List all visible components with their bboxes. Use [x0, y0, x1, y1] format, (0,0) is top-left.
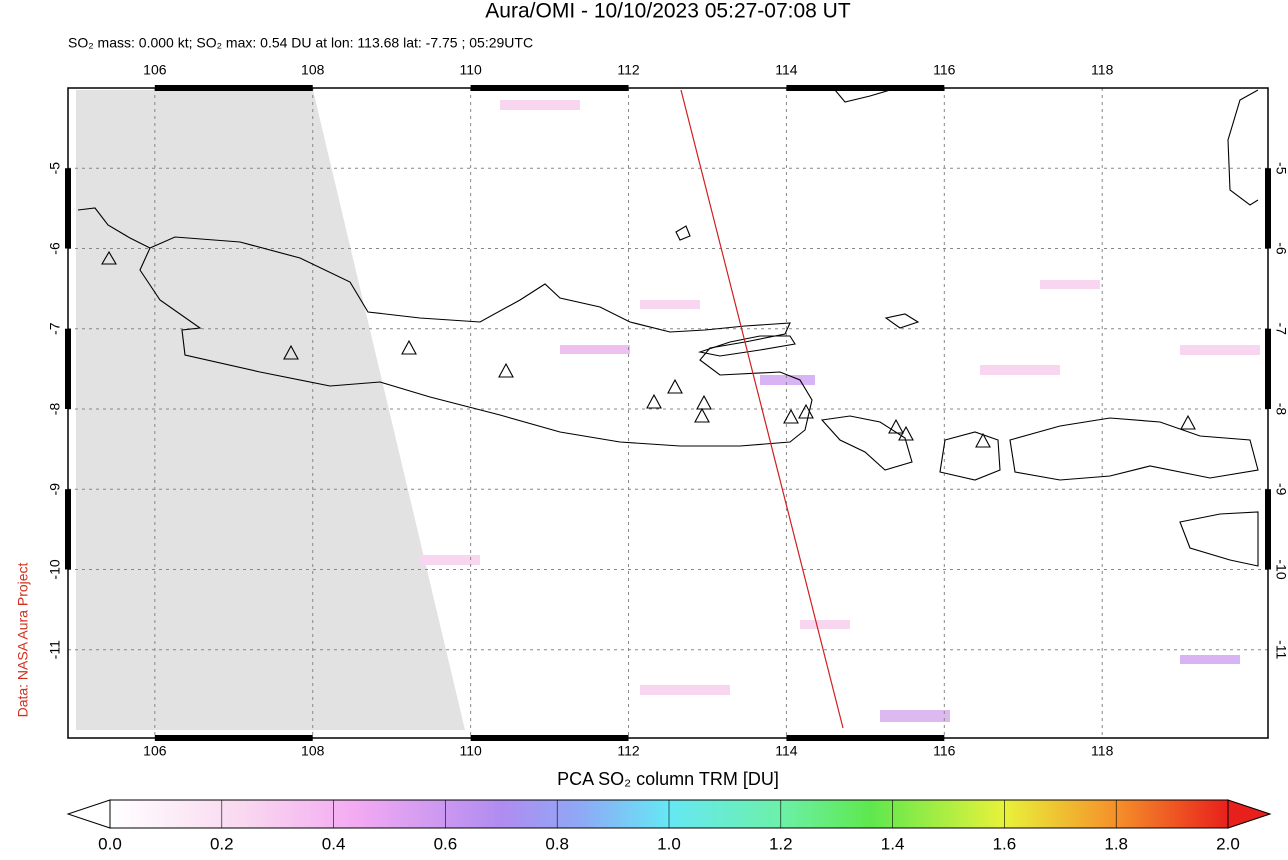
lat-tick-label: -11 [1273, 640, 1288, 659]
colorbar-tick-label: 0.8 [545, 834, 569, 853]
frame-bar [786, 85, 945, 91]
lon-tick-label: 116 [933, 62, 956, 78]
lon-tick-label: 118 [1091, 743, 1114, 759]
colorbar-tick-label: 0.2 [210, 834, 234, 853]
frame-bar [470, 735, 629, 741]
frame-bar [470, 85, 629, 91]
colorbar-tick-label: 1.2 [769, 834, 793, 853]
colorbar-tick-label: 1.0 [657, 834, 681, 853]
lon-tick-label: 112 [617, 62, 640, 78]
colorbar-label: PCA SO₂ column TRM [DU] [557, 769, 779, 789]
lat-tick-label: -8 [47, 403, 63, 416]
lon-tick-label: 112 [617, 743, 640, 759]
credit: Data: NASA Aura Project [15, 562, 31, 717]
colorbar-tick-label: 0.6 [434, 834, 458, 853]
lon-tick-label: 106 [143, 62, 167, 78]
colorbar-under [66, 799, 111, 829]
lon-tick-label: 108 [301, 62, 325, 78]
lat-tick-label: -5 [47, 162, 63, 175]
colorbar-tick-label: 1.6 [993, 834, 1017, 853]
lon-tick-label: 114 [775, 62, 798, 78]
lat-tick-label: -8 [1273, 403, 1288, 416]
subtitle: SO₂ mass: 0.000 kt; SO₂ max: 0.54 DU at … [68, 35, 533, 51]
colorbar-over [1227, 799, 1272, 829]
frame-bar [65, 489, 71, 570]
colorbar-tick-label: 2.0 [1216, 834, 1240, 853]
frame-bar [1265, 489, 1271, 570]
so2-pixels [420, 100, 1260, 722]
frame-bar [154, 735, 313, 741]
lat-tick-label: -11 [47, 640, 63, 659]
lon-tick-label: 114 [775, 743, 798, 759]
colorbar-tick-label: 0.4 [322, 834, 346, 853]
lat-tick-label: -10 [1273, 559, 1288, 579]
frame-bar [1265, 328, 1271, 409]
lat-tick-label: -9 [47, 483, 63, 496]
frame-bar [786, 735, 945, 741]
lon-tick-label: 118 [1091, 62, 1114, 78]
lat-tick-label: -10 [47, 559, 63, 579]
lon-tick-label: 110 [459, 62, 482, 78]
orbit-track [680, 89, 844, 729]
colorbar-tick-label: 1.8 [1104, 834, 1128, 853]
lat-tick-label: -5 [1273, 162, 1288, 175]
colorbar-tick-label: 0.0 [98, 834, 122, 853]
lon-tick-label: 108 [301, 743, 325, 759]
lat-tick-label: -7 [1273, 323, 1288, 336]
lon-tick-label: 116 [933, 743, 956, 759]
lat-tick-label: -6 [47, 242, 63, 255]
frame-bar [65, 168, 71, 249]
frame-bar [154, 85, 313, 91]
lat-tick-label: -6 [1273, 242, 1288, 255]
frame-bar [65, 328, 71, 409]
no-data-region [76, 90, 465, 730]
coastlines [77, 89, 1259, 567]
map-area [68, 88, 1268, 738]
lat-tick-label: -9 [1273, 483, 1288, 496]
volcano-markers [101, 250, 1196, 448]
lon-tick-label: 106 [143, 743, 167, 759]
map-frame [67, 87, 1269, 739]
title: Aura/OMI - 10/10/2023 05:27-07:08 UT [485, 0, 851, 23]
lat-tick-label: -7 [47, 322, 63, 335]
colorbar-tick-label: 1.4 [881, 834, 905, 853]
lon-tick-label: 110 [459, 743, 482, 759]
frame-bar [1265, 168, 1271, 249]
